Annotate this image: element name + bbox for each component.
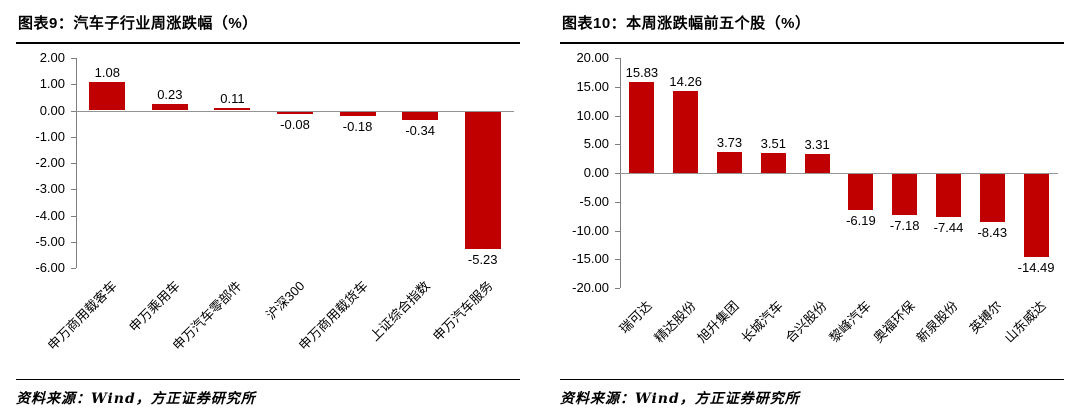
y-axis-tick-label: 1.00 <box>39 76 65 92</box>
bar <box>152 104 188 111</box>
bar-value-label: -7.44 <box>933 219 964 235</box>
y-axis-tick <box>71 58 76 59</box>
chart-title-right: 图表10：本周涨跌幅前五个股（%） <box>560 8 1064 44</box>
bar <box>629 81 654 173</box>
y-axis-tick <box>615 259 620 261</box>
bar-value-label: -7.18 <box>889 218 920 234</box>
bar-value-label: -0.18 <box>342 119 373 135</box>
bar <box>1024 174 1049 258</box>
y-axis-tick-label: 0.00 <box>39 102 65 118</box>
bar <box>673 91 698 173</box>
y-axis-tick-label: 15.00 <box>576 78 609 94</box>
y-axis-tick <box>615 173 620 174</box>
bar-value-label: -8.43 <box>977 225 1008 241</box>
x-axis-labels: 瑞可达 精达股份 旭升集团 长城汽车 合兴股份 黎峰汽车 奥福环保 新泉股份 英搏尔 山东威达 <box>616 288 1058 360</box>
chart-panel-right: 图表10：本周涨跌幅前五个股（%） 20.00 15.00 10.00 5.00 0.0… <box>560 8 1064 412</box>
y-axis-tick <box>71 136 76 138</box>
y-axis-tick-label: 5.00 <box>583 136 609 152</box>
bar <box>214 107 250 111</box>
bar <box>340 111 376 117</box>
x-axis-category-label: 申万汽车服务 <box>429 278 496 344</box>
source-note-left: 资料来源：Wind，方正证券研究所 <box>16 379 520 408</box>
bar <box>277 111 313 114</box>
bar <box>761 152 786 173</box>
bar-chart-industry-weekly-change: 2.00 1.00 0.00 -1.00 -2.00 -3.00 -4.00 -5.00 -6.… <box>16 51 520 380</box>
y-axis-tick-label: -6.00 <box>35 260 65 275</box>
chart-panel-left: 图表9：汽车子行业周涨跌幅（%） 2.00 1.00 0.00 -1.00 -2.00 -… <box>16 8 520 412</box>
y-axis-tick <box>71 268 76 269</box>
bar <box>805 153 830 173</box>
y-axis-tick <box>71 110 76 112</box>
bar-value-label: 14.26 <box>669 74 702 89</box>
x-axis-category-label: 精达股份 <box>651 298 699 346</box>
x-axis-category-label: 上证综合指数 <box>367 278 433 344</box>
x-axis-category-label: 沪深300 <box>263 278 308 323</box>
bar-value-label: 3.73 <box>716 134 743 150</box>
bar <box>717 151 742 173</box>
y-axis-tick-label: 10.00 <box>576 107 609 123</box>
y-axis-tick <box>71 84 76 86</box>
y-axis-tick-label: -1.00 <box>35 128 65 144</box>
y-axis-tick-label: -15.00 <box>572 251 609 267</box>
x-axis-category-label: 申万乘用车 <box>126 278 183 335</box>
bar <box>402 111 438 121</box>
y-axis-tick-label: -5.00 <box>35 233 65 249</box>
y-axis-tick <box>615 58 620 59</box>
bar-value-label: -14.49 <box>1017 260 1055 276</box>
bar-chart-top-stocks-weekly-change: 20.00 15.00 10.00 5.00 0.00 -5.00 -10.00 -15.00… <box>560 51 1064 360</box>
bar-value-label: -0.34 <box>405 123 435 139</box>
bar <box>892 174 917 216</box>
y-axis-tick <box>615 86 620 88</box>
x-axis-category-label: 新泉股份 <box>913 298 962 346</box>
bar <box>980 174 1005 223</box>
y-axis-tick-label: 20.00 <box>576 50 609 65</box>
y-axis-tick <box>615 288 620 289</box>
bar-value-label: 15.83 <box>625 64 659 80</box>
y-axis-tick-label: 0.00 <box>583 165 609 180</box>
bar-value-label: 0.23 <box>157 87 183 103</box>
zero-axis-line <box>76 110 514 112</box>
y-axis-tick-label: 2.00 <box>39 50 65 65</box>
source-note-right: 资料来源：Wind，方正证券研究所 <box>560 379 1064 408</box>
y-axis-tick <box>71 163 76 164</box>
bar <box>465 111 501 249</box>
y-axis-tick <box>71 189 76 191</box>
y-axis-tick-label: -2.00 <box>35 155 65 170</box>
x-axis-labels: 申万商用载客车 申万乘用车 申万汽车零部件 沪深300 申万商用载货车 上证综合指数 申万汽… <box>45 268 514 380</box>
bar-value-label: -0.08 <box>280 116 310 132</box>
x-axis-category-label: 长城汽车 <box>738 298 787 346</box>
y-axis-tick-label: -5.00 <box>579 193 609 209</box>
y-axis-tick-label: -4.00 <box>35 207 65 223</box>
x-axis-category-label: 旭升集团 <box>694 298 743 346</box>
bar-value-label: -5.23 <box>467 251 498 267</box>
y-axis-tick <box>615 144 620 146</box>
bar-value-label: 3.51 <box>760 135 786 151</box>
y-axis-tick <box>615 115 620 117</box>
bar-value-label: 3.31 <box>804 136 830 152</box>
y-axis-tick <box>615 230 620 232</box>
y-axis-tick <box>71 241 76 243</box>
bar-value-label: -6.19 <box>846 212 876 228</box>
y-axis-tick-label: -20.00 <box>572 280 609 295</box>
bar-value-label: 1.08 <box>94 65 120 81</box>
y-axis-tick-label: -10.00 <box>572 222 609 238</box>
x-axis-category-label: 山东威达 <box>1001 298 1049 346</box>
x-axis-category-label: 合兴股份 <box>782 298 830 346</box>
bar-value-label: 0.11 <box>220 90 245 106</box>
zero-axis-line <box>620 173 1058 174</box>
y-axis-line <box>76 58 77 268</box>
y-axis-tick-label: -3.00 <box>35 181 65 197</box>
bar <box>89 82 125 111</box>
bar <box>848 174 873 210</box>
y-axis-tick <box>615 201 620 203</box>
x-axis-category-label: 黎峰汽车 <box>826 298 874 346</box>
y-axis-tick <box>71 215 76 217</box>
chart-title-left: 图表9：汽车子行业周涨跌幅（%） <box>16 8 520 44</box>
x-axis-category-label: 申万商用载客车 <box>45 278 121 354</box>
x-axis-category-label: 奥福环保 <box>870 298 918 346</box>
bar <box>936 174 961 217</box>
